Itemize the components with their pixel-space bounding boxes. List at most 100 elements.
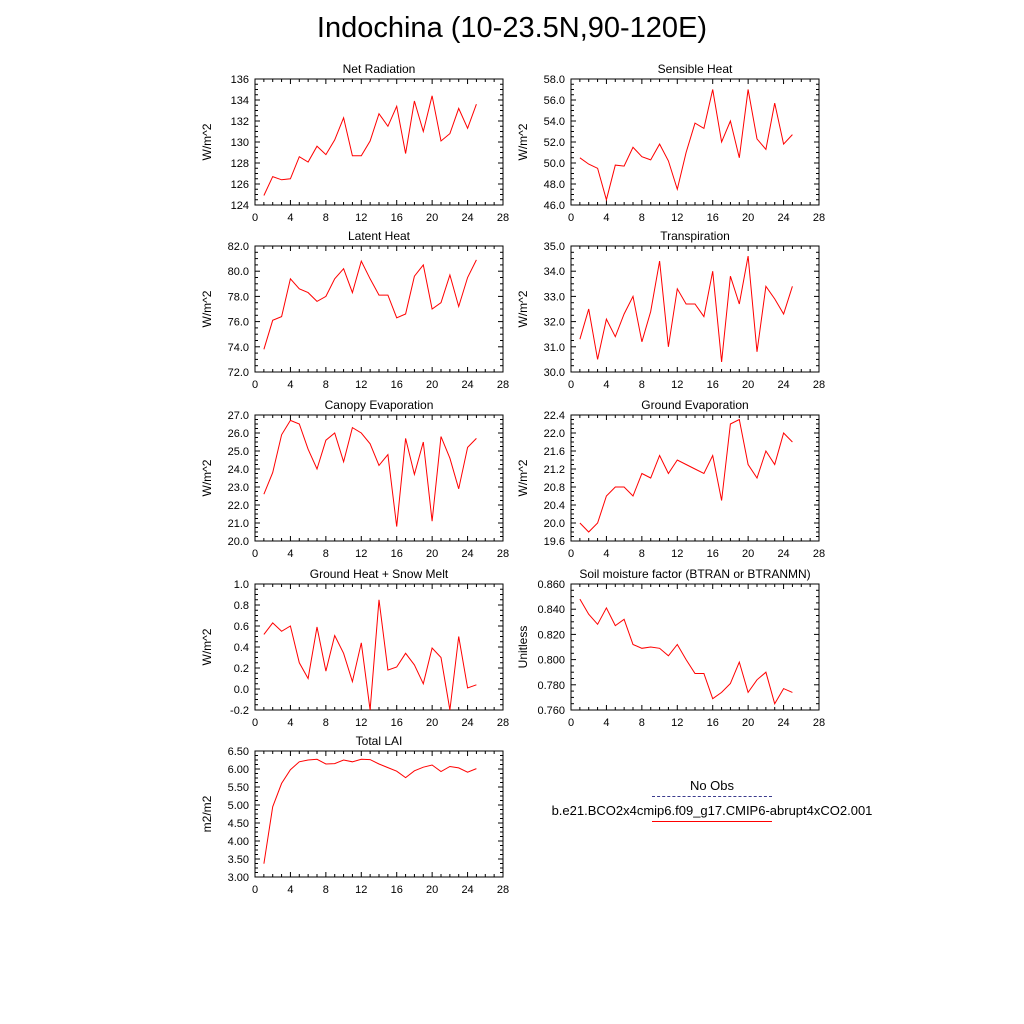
y-tick-label: -0.2: [230, 705, 249, 717]
legend-obs-line: [652, 796, 772, 797]
y-tick-label: 58.0: [544, 74, 565, 86]
x-tick-label: 0: [252, 548, 258, 560]
x-tick-label: 4: [603, 212, 609, 224]
y-tick-label: 76.0: [228, 317, 249, 329]
x-tick-label: 20: [426, 379, 438, 391]
series-line: [579, 256, 793, 362]
series-line: [263, 259, 477, 350]
chart-title: Total LAI: [356, 734, 403, 748]
chart-title: Canopy Evaporation: [325, 398, 434, 412]
y-tick-label: 0.820: [537, 629, 565, 641]
y-tick-label: 130: [231, 137, 249, 149]
y-tick-label: 21.0: [228, 518, 249, 530]
y-tick-label: 4.50: [228, 818, 249, 830]
y-axis-label: m2/m2: [200, 795, 214, 832]
x-tick-label: 28: [813, 717, 825, 729]
y-tick-label: 5.00: [228, 800, 249, 812]
y-tick-label: 30.0: [544, 367, 565, 379]
y-tick-label: 0.2: [234, 663, 249, 675]
y-axis-label: W/m^2: [200, 290, 214, 327]
x-tick-label: 4: [287, 548, 293, 560]
x-tick-label: 20: [742, 379, 754, 391]
y-axis-label: W/m^2: [200, 123, 214, 160]
x-tick-label: 16: [391, 717, 403, 729]
y-tick-label: 32.0: [544, 317, 565, 329]
x-tick-label: 12: [671, 379, 683, 391]
x-tick-label: 0: [568, 548, 574, 560]
series-line: [579, 418, 793, 533]
x-tick-label: 8: [639, 548, 645, 560]
x-tick-label: 0: [568, 212, 574, 224]
x-tick-label: 4: [603, 379, 609, 391]
y-tick-label: 132: [231, 116, 249, 128]
x-tick-label: 12: [355, 212, 367, 224]
y-tick-label: 136: [231, 74, 249, 86]
x-tick-label: 12: [671, 717, 683, 729]
y-tick-label: 0.6: [234, 621, 249, 633]
x-tick-label: 24: [777, 212, 789, 224]
x-tick-label: 4: [287, 717, 293, 729]
x-tick-label: 16: [391, 212, 403, 224]
y-tick-label: 27.0: [228, 410, 249, 422]
y-tick-label: 0.840: [537, 604, 565, 616]
y-tick-label: 1.0: [234, 579, 249, 591]
y-tick-label: 48.0: [544, 179, 565, 191]
x-tick-label: 8: [639, 717, 645, 729]
y-tick-label: 20.4: [544, 500, 565, 512]
y-tick-label: 54.0: [544, 116, 565, 128]
x-tick-label: 12: [355, 717, 367, 729]
chart-title: Ground Evaporation: [641, 398, 748, 412]
x-tick-label: 8: [323, 548, 329, 560]
x-tick-label: 4: [603, 717, 609, 729]
legend: No Obs b.e21.BCO2x4cmip6.f09_g17.CMIP6-a…: [520, 778, 904, 828]
y-axis-label: Unitless: [516, 626, 530, 669]
x-tick-label: 12: [355, 379, 367, 391]
y-tick-label: 74.0: [228, 342, 249, 354]
x-tick-label: 16: [707, 212, 719, 224]
x-tick-label: 12: [671, 212, 683, 224]
x-tick-label: 20: [742, 548, 754, 560]
series-line: [579, 89, 793, 202]
x-tick-label: 0: [568, 379, 574, 391]
y-axis-label: W/m^2: [516, 123, 530, 160]
y-tick-label: 78.0: [228, 291, 249, 303]
y-tick-label: 5.50: [228, 782, 249, 794]
legend-obs-label: No Obs: [689, 778, 735, 793]
plot-frame: [254, 414, 504, 542]
x-tick-label: 16: [391, 379, 403, 391]
x-tick-label: 16: [391, 884, 403, 896]
x-tick-label: 16: [707, 717, 719, 729]
x-tick-label: 0: [252, 717, 258, 729]
legend-model-label: b.e21.BCO2x4cmip6.f09_g17.CMIP6-abrupt4x…: [551, 803, 873, 818]
plot-frame: [570, 78, 820, 206]
x-tick-label: 24: [461, 212, 473, 224]
plot-frame: [254, 750, 504, 878]
y-tick-label: 31.0: [544, 342, 565, 354]
x-tick-label: 0: [252, 379, 258, 391]
y-tick-label: 6.50: [228, 746, 249, 758]
x-tick-label: 28: [497, 379, 509, 391]
y-tick-label: 128: [231, 158, 249, 170]
x-tick-label: 8: [323, 717, 329, 729]
y-tick-label: 26.0: [228, 428, 249, 440]
x-tick-label: 0: [568, 717, 574, 729]
plot-frame: [570, 414, 820, 542]
x-tick-label: 28: [497, 212, 509, 224]
x-tick-label: 20: [426, 717, 438, 729]
x-tick-label: 8: [323, 212, 329, 224]
y-tick-label: 52.0: [544, 137, 565, 149]
plot-frame: [254, 78, 504, 206]
x-tick-label: 8: [639, 379, 645, 391]
y-tick-label: 50.0: [544, 158, 565, 170]
y-tick-label: 134: [231, 95, 249, 107]
y-tick-label: 56.0: [544, 95, 565, 107]
x-tick-label: 8: [639, 212, 645, 224]
x-tick-label: 4: [287, 212, 293, 224]
series-line: [263, 599, 477, 711]
y-tick-label: 21.6: [544, 446, 565, 458]
chart-title: Ground Heat + Snow Melt: [310, 567, 449, 581]
x-tick-label: 20: [742, 212, 754, 224]
x-tick-label: 24: [461, 884, 473, 896]
page-title: Indochina (10-23.5N,90-120E): [316, 12, 708, 44]
x-tick-label: 8: [323, 379, 329, 391]
